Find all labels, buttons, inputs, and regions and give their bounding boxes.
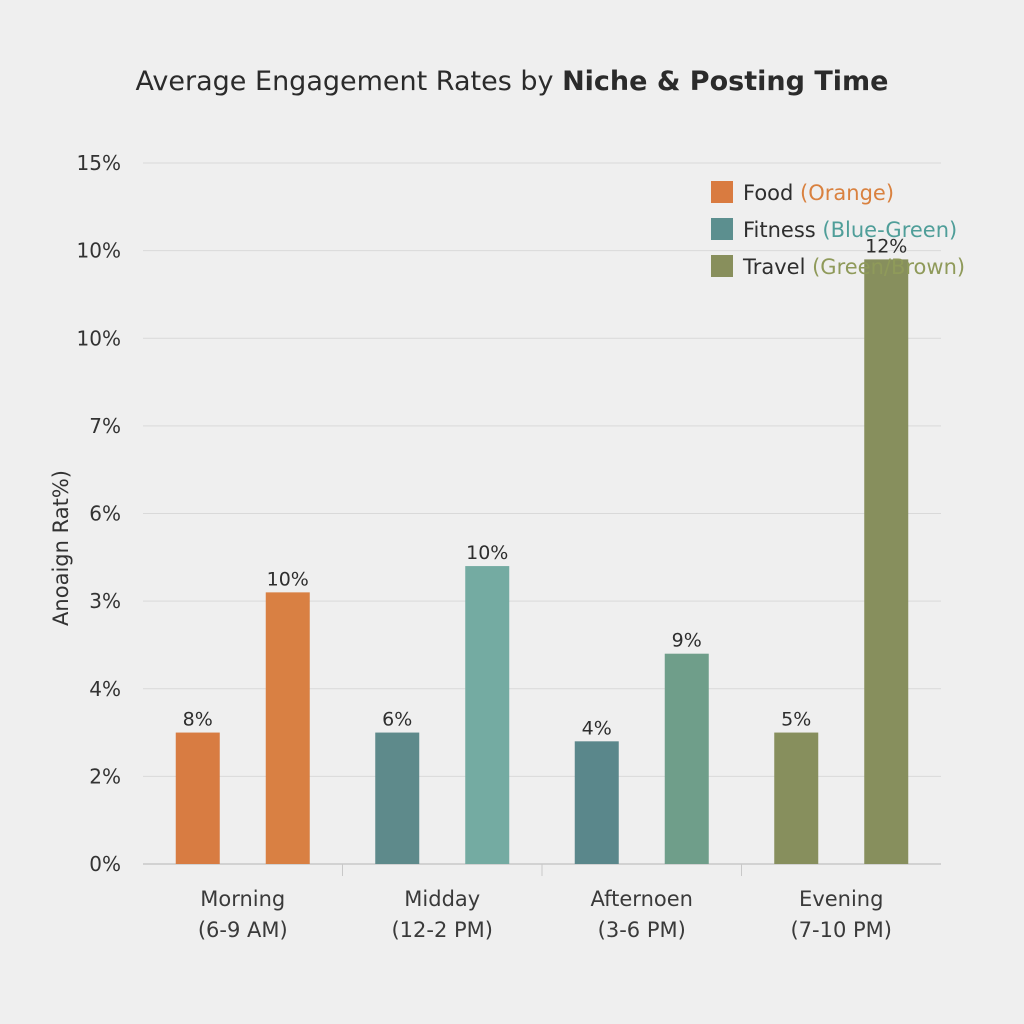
legend-note: (Green/Brown)	[812, 255, 965, 279]
bars	[175, 259, 909, 864]
y-axis-title: Anoaign Rat%)	[49, 470, 73, 626]
y-axis-ticks: 0% 2% 4% 3% 6% 7% 10% 10% 15%	[77, 151, 121, 876]
x-tick-label: Morning	[200, 887, 285, 911]
x-tick-sublabel: (12-2 PM)	[391, 918, 493, 942]
y-tick-label: 3%	[89, 589, 121, 613]
bar	[265, 592, 310, 864]
bar	[574, 741, 619, 864]
bar-value-labels: 8% 10% 6% 10% 4% 9% 5% 12%	[183, 235, 908, 739]
bar-value-label: 5%	[781, 709, 811, 731]
y-tick-label: 15%	[77, 151, 121, 175]
y-tick-label: 6%	[89, 502, 121, 526]
chart-title-regular: Average Engagement Rates by	[136, 66, 563, 97]
bar	[864, 259, 909, 864]
x-axis-categories: Morning (6-9 AM) Midday (12-2 PM) Afternoen (…	[198, 887, 892, 942]
legend-name: Travel	[742, 255, 812, 279]
y-tick-label: 10%	[77, 239, 121, 263]
bar-value-label: 8%	[183, 709, 213, 731]
bar-value-label: 6%	[382, 709, 412, 731]
legend-entry: Travel (Green/Brown)	[742, 255, 965, 279]
legend-swatch	[711, 181, 733, 203]
bar-value-label: 12%	[865, 235, 907, 257]
y-tick-label: 2%	[89, 764, 121, 788]
legend-note: (Blue-Green)	[822, 218, 957, 242]
legend-swatch	[711, 255, 733, 277]
chart-title-bold: Niche & Posting Time	[562, 66, 888, 97]
bar-value-label: 10%	[267, 568, 309, 590]
legend-swatch	[711, 218, 733, 240]
legend-entry: Fitness (Blue-Green)	[743, 218, 957, 242]
bar-value-label: 10%	[466, 542, 508, 564]
legend: Food (Orange) Fitness (Blue-Green) Travel …	[711, 181, 965, 279]
legend-entry: Food (Orange)	[743, 181, 894, 205]
y-tick-label: 4%	[89, 677, 121, 701]
x-tick-sublabel: (3-6 PM)	[598, 918, 686, 942]
x-tick-label: Midday	[404, 887, 480, 911]
y-tick-label: 10%	[77, 326, 121, 350]
bar	[175, 732, 220, 864]
legend-name: Fitness	[743, 218, 822, 242]
x-tick-label: Evening	[799, 887, 883, 911]
bar	[465, 566, 510, 864]
x-tick-sublabel: (6-9 AM)	[198, 918, 288, 942]
legend-note: (Orange)	[800, 181, 894, 205]
bar	[774, 732, 819, 864]
x-tick-label: Afternoen	[591, 887, 693, 911]
bar-value-label: 9%	[672, 630, 702, 652]
bar-value-label: 4%	[582, 717, 612, 739]
bar	[375, 732, 420, 864]
x-tick-sublabel: (7-10 PM)	[790, 918, 892, 942]
y-tick-label: 7%	[89, 414, 121, 438]
bar	[664, 653, 709, 864]
y-tick-label: 0%	[89, 852, 121, 876]
legend-name: Food	[743, 181, 800, 205]
chart-title: Average Engagement Rates by Niche & Post…	[136, 66, 889, 97]
